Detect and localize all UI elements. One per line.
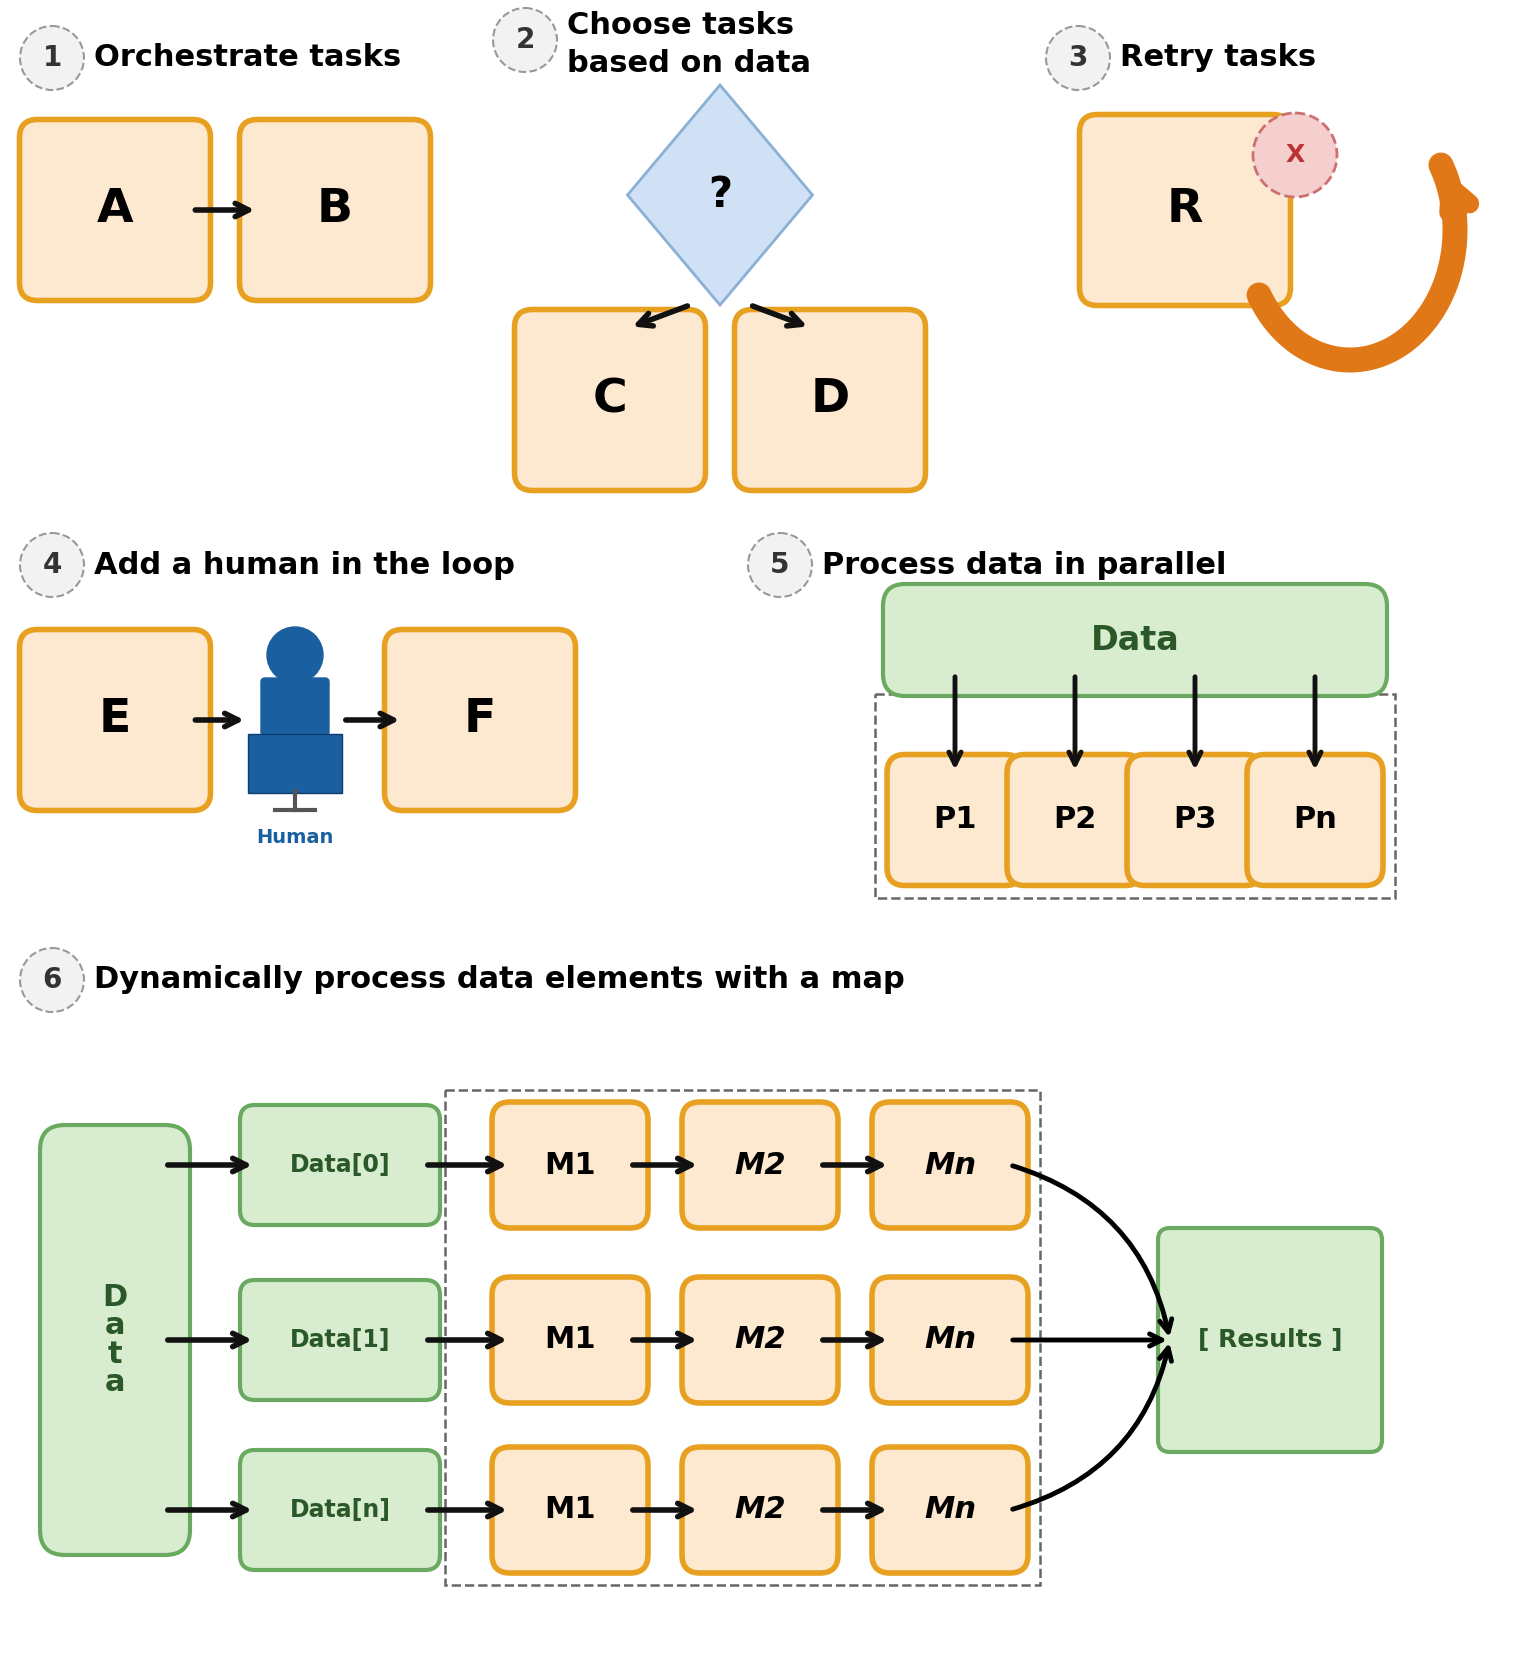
FancyBboxPatch shape [1008, 754, 1143, 885]
Text: Dynamically process data elements with a map: Dynamically process data elements with a… [94, 966, 904, 994]
Text: 6: 6 [43, 966, 62, 994]
Text: E: E [99, 698, 131, 743]
Text: t: t [108, 1340, 122, 1370]
Text: M1: M1 [545, 1151, 595, 1179]
Text: M1: M1 [545, 1495, 595, 1525]
FancyBboxPatch shape [239, 119, 431, 301]
Text: ?: ? [708, 174, 732, 217]
Text: Mn: Mn [924, 1325, 976, 1355]
Circle shape [20, 533, 84, 597]
Text: D: D [102, 1282, 128, 1312]
FancyBboxPatch shape [248, 734, 342, 792]
FancyBboxPatch shape [492, 1102, 648, 1227]
FancyBboxPatch shape [887, 754, 1023, 885]
Text: M2: M2 [734, 1495, 785, 1525]
FancyBboxPatch shape [682, 1277, 839, 1403]
Text: Orchestrate tasks: Orchestrate tasks [94, 43, 402, 73]
FancyBboxPatch shape [240, 1451, 440, 1570]
FancyBboxPatch shape [492, 1447, 648, 1573]
Text: M2: M2 [734, 1325, 785, 1355]
Text: P1: P1 [933, 805, 977, 835]
Text: Add a human in the loop: Add a human in the loop [94, 551, 514, 579]
Text: [ Results ]: [ Results ] [1198, 1328, 1342, 1351]
FancyBboxPatch shape [883, 584, 1387, 696]
Circle shape [20, 26, 84, 89]
FancyBboxPatch shape [682, 1447, 839, 1573]
Text: P3: P3 [1173, 805, 1216, 835]
Text: Data[0]: Data[0] [289, 1153, 390, 1178]
FancyBboxPatch shape [514, 309, 706, 491]
Text: Data[1]: Data[1] [289, 1328, 390, 1351]
Circle shape [20, 948, 84, 1012]
Text: X: X [1286, 142, 1304, 167]
Text: 2: 2 [516, 26, 534, 55]
Text: P2: P2 [1053, 805, 1097, 835]
Circle shape [1046, 26, 1110, 89]
Text: Process data in parallel: Process data in parallel [822, 551, 1227, 579]
Text: a: a [105, 1312, 125, 1340]
Text: B: B [317, 187, 353, 233]
Text: Mn: Mn [924, 1495, 976, 1525]
Text: C: C [592, 377, 627, 422]
Text: 1: 1 [43, 45, 61, 73]
FancyBboxPatch shape [1158, 1227, 1382, 1452]
Text: R: R [1167, 187, 1204, 233]
FancyBboxPatch shape [872, 1102, 1027, 1227]
FancyBboxPatch shape [682, 1102, 839, 1227]
Text: Choose tasks: Choose tasks [568, 12, 794, 40]
Text: Data: Data [1091, 624, 1180, 657]
FancyBboxPatch shape [735, 309, 925, 491]
Text: Mn: Mn [924, 1151, 976, 1179]
Text: 3: 3 [1068, 45, 1088, 73]
FancyBboxPatch shape [1079, 114, 1291, 306]
FancyBboxPatch shape [240, 1105, 440, 1226]
Text: Data[n]: Data[n] [289, 1499, 391, 1522]
Text: F: F [464, 698, 496, 743]
Circle shape [493, 8, 557, 73]
Circle shape [747, 533, 813, 597]
FancyBboxPatch shape [40, 1125, 190, 1555]
Text: A: A [97, 187, 134, 233]
FancyBboxPatch shape [492, 1277, 648, 1403]
Text: Retry tasks: Retry tasks [1120, 43, 1317, 73]
Text: Human: Human [256, 829, 333, 847]
FancyBboxPatch shape [385, 630, 575, 810]
FancyBboxPatch shape [20, 630, 210, 810]
Polygon shape [627, 84, 813, 304]
FancyBboxPatch shape [872, 1447, 1027, 1573]
FancyBboxPatch shape [260, 678, 329, 736]
Circle shape [266, 627, 323, 683]
Text: M1: M1 [545, 1325, 595, 1355]
Text: based on data: based on data [568, 50, 811, 78]
FancyBboxPatch shape [20, 119, 210, 301]
FancyBboxPatch shape [240, 1280, 440, 1399]
FancyBboxPatch shape [1247, 754, 1383, 885]
Text: Pn: Pn [1294, 805, 1336, 835]
Text: M2: M2 [734, 1151, 785, 1179]
FancyBboxPatch shape [872, 1277, 1027, 1403]
Text: D: D [810, 377, 849, 422]
FancyBboxPatch shape [1126, 754, 1263, 885]
Text: a: a [105, 1368, 125, 1398]
Text: 4: 4 [43, 551, 62, 579]
Circle shape [1253, 112, 1336, 197]
Text: 5: 5 [770, 551, 790, 579]
